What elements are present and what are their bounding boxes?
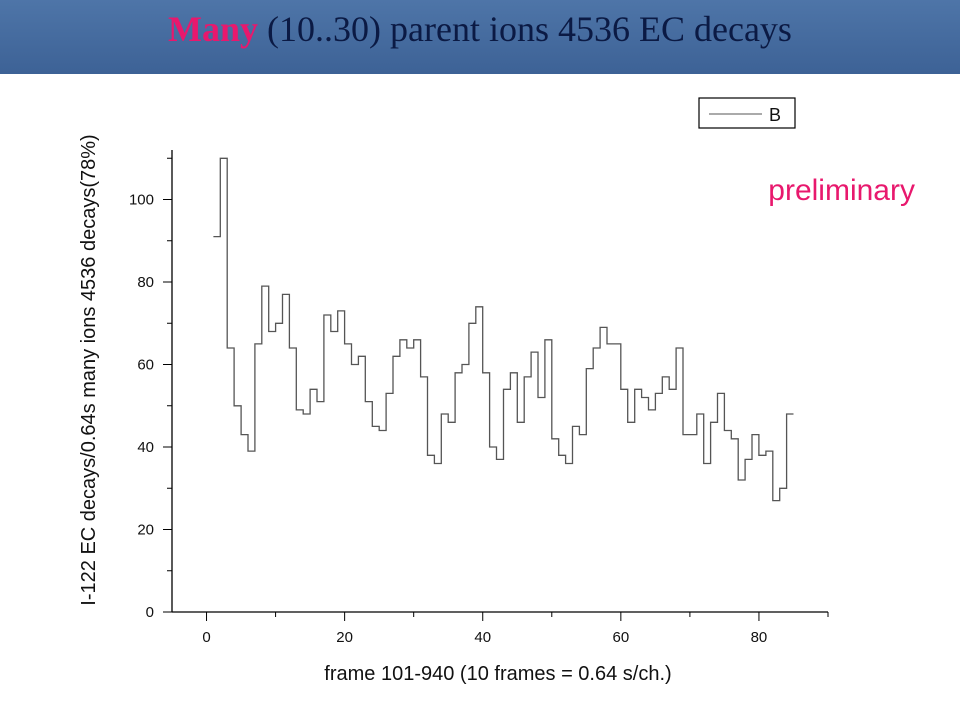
x-axis-label: frame 101-940 (10 frames = 0.64 s/ch.) [324,663,671,685]
y-tick-label: 40 [137,439,154,456]
y-axis-ticks: 0 20 40 60 80 100 [129,157,172,621]
title-bar: Many (10..30) parent ions 4536 EC decays [0,0,960,74]
y-tick-label: 80 [137,274,154,291]
x-tick-label: 40 [474,629,491,646]
title-highlight: Many [168,9,259,49]
slide-title: Many (10..30) parent ions 4536 EC decays [0,8,960,50]
x-tick-label: 0 [202,629,210,646]
x-tick-label: 80 [751,629,768,646]
x-tick-label: 60 [612,629,629,646]
legend-label: B [769,105,781,125]
y-tick-label: 100 [129,192,154,209]
y-axis-label: I-122 EC decays/0.64s many ions 4536 dec… [78,134,100,605]
series-group [213,157,794,502]
chart-axes [171,150,828,613]
y-tick-label: 20 [137,522,154,539]
x-axis-ticks: 0 20 40 60 80 [202,612,829,646]
y-tick-label: 0 [146,604,154,621]
title-rest: (10..30) parent ions 4536 EC decays [258,9,792,49]
y-tick-label: 60 [137,357,154,374]
legend-box [698,97,796,129]
series-line-B [213,157,794,502]
x-tick-label: 20 [336,629,353,646]
legend: B [698,97,796,129]
preliminary-annotation: preliminary [768,174,915,207]
